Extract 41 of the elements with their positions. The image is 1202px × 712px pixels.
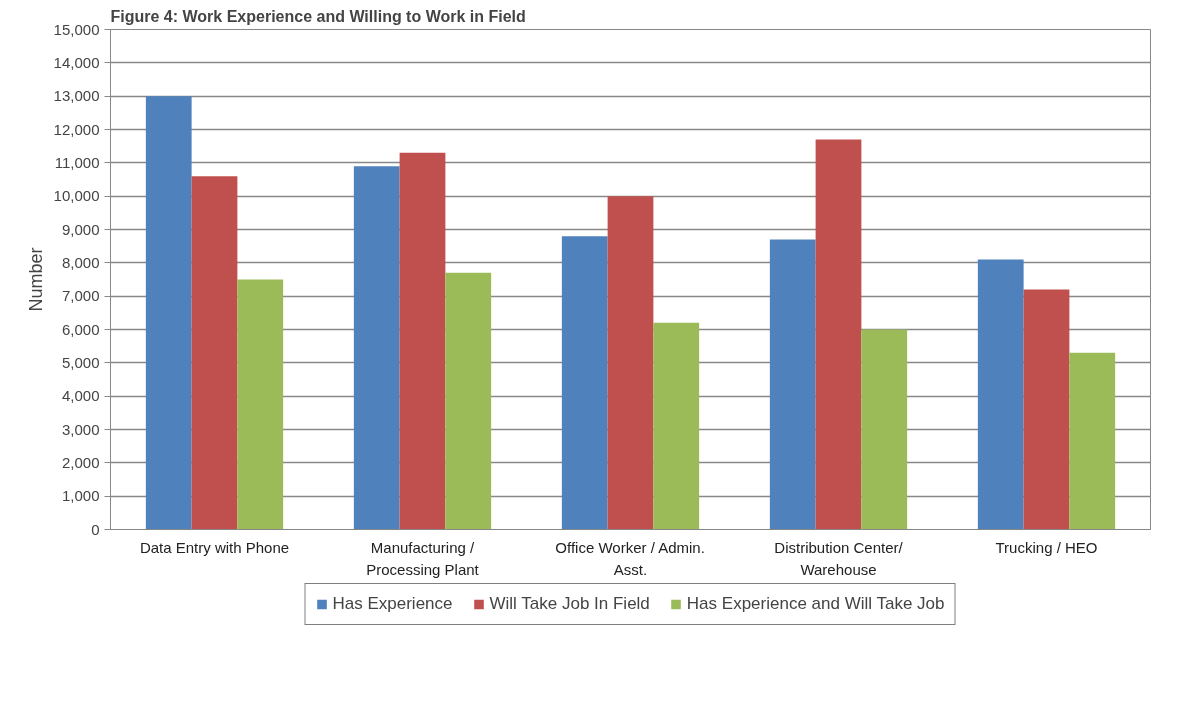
y-tick-label: 4,000 bbox=[61, 387, 100, 405]
bar bbox=[769, 239, 816, 530]
bar bbox=[653, 322, 700, 530]
y-tick-label: 13,000 bbox=[53, 87, 100, 105]
bar bbox=[977, 259, 1024, 530]
chart-title: Figure 4: Work Experience and Willing to Work in Field bbox=[110, 7, 526, 25]
y-axis-title: Number bbox=[25, 247, 46, 312]
y-tick-label: 2,000 bbox=[61, 453, 100, 471]
y-tick-label: 8,000 bbox=[61, 253, 100, 271]
bar bbox=[353, 166, 400, 530]
bar bbox=[445, 272, 492, 530]
legend-label: Has Experience and Will Take Job bbox=[686, 594, 945, 614]
x-tick-label: Office Worker / Admin. Asst. bbox=[555, 538, 705, 578]
y-tick-label: 7,000 bbox=[61, 287, 100, 305]
y-tick-label: 3,000 bbox=[61, 420, 100, 438]
y-tick-label: 10,000 bbox=[53, 187, 100, 205]
bar bbox=[607, 196, 654, 530]
bar bbox=[145, 96, 192, 530]
x-tick-label: Distribution Center/ Warehouse bbox=[774, 538, 904, 578]
y-tick-label: 5,000 bbox=[61, 353, 100, 371]
bar bbox=[861, 329, 908, 530]
bar bbox=[237, 279, 284, 530]
y-tick-label: 9,000 bbox=[61, 220, 100, 238]
bar bbox=[1069, 352, 1116, 530]
x-tick-label: Manufacturing / Processing Plant bbox=[366, 538, 480, 578]
bar bbox=[191, 176, 238, 530]
y-tick-label: 12,000 bbox=[53, 120, 100, 138]
bar bbox=[815, 139, 862, 530]
y-tick-label: 0 bbox=[91, 520, 100, 538]
y-tick-label: 11,000 bbox=[54, 153, 100, 171]
bar bbox=[399, 152, 446, 530]
bar bbox=[561, 236, 608, 530]
y-tick-label: 15,000 bbox=[53, 20, 100, 38]
x-tick-label: Data Entry with Phone bbox=[139, 538, 290, 556]
x-tick-label: Trucking / HEO bbox=[995, 538, 1098, 556]
y-tick-label: 14,000 bbox=[53, 53, 100, 71]
legend-label: Has Experience bbox=[332, 594, 453, 614]
y-tick-label: 1,000 bbox=[61, 487, 100, 505]
bar bbox=[1023, 289, 1070, 530]
y-tick-label: 6,000 bbox=[61, 320, 100, 338]
legend-label: Will Take Job In Field bbox=[489, 594, 650, 614]
